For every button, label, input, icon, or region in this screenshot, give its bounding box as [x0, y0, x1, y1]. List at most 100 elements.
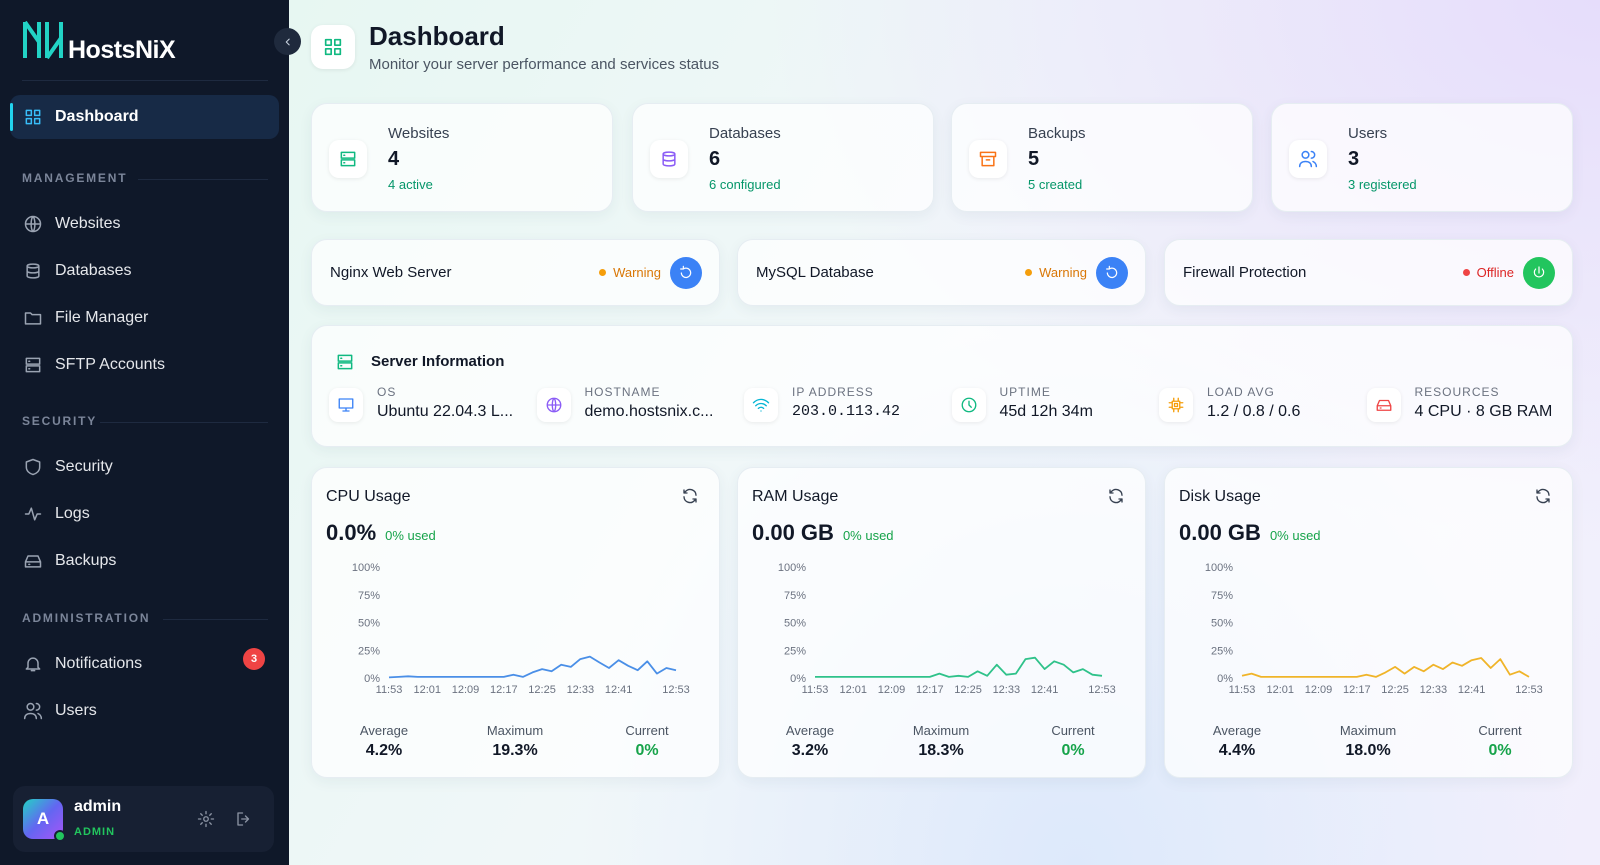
x-tick-label: 12:17 — [490, 684, 518, 696]
nav-item-active[interactable]: Dashboard — [10, 95, 279, 139]
summary-label: Maximum — [912, 723, 970, 738]
refresh-button[interactable] — [1534, 487, 1552, 510]
collapse-button[interactable] — [274, 28, 301, 55]
x-tick-label: 12:41 — [1458, 684, 1486, 696]
summary-label: Average — [1212, 723, 1262, 738]
nav-item[interactable]: Security — [10, 447, 279, 487]
icon-path — [197, 810, 215, 828]
info-value: 1.2 / 0.8 / 0.6 — [1207, 403, 1301, 420]
chart-card: CPU Usage 0.0% 0% used 0% 25% 50% 75% 100% 11:53… — [311, 467, 720, 778]
nav-label: Notifications — [55, 655, 143, 672]
stat-icon — [650, 140, 688, 178]
restart-button[interactable] — [1096, 257, 1128, 289]
info-value: Ubuntu 22.04.3 L... — [377, 403, 514, 420]
section-title: SECURITY — [22, 414, 98, 428]
info-icon — [329, 388, 363, 422]
y-tick-label: 50% — [1211, 618, 1233, 630]
icon — [680, 265, 692, 279]
stat-label: Users — [1348, 125, 1388, 142]
restart-button[interactable] — [670, 257, 702, 289]
icon-path — [680, 265, 692, 279]
x-tick-label: 12:09 — [878, 684, 906, 696]
icon — [237, 812, 250, 826]
y-tick-label: 75% — [358, 590, 380, 602]
settings-button[interactable] — [197, 810, 215, 833]
stat-icon — [329, 140, 367, 178]
info-icon — [536, 388, 571, 422]
service-status: Warning — [1025, 265, 1087, 280]
stat-value: 3 — [1348, 148, 1360, 170]
info-icon — [951, 388, 986, 422]
line — [388, 655, 677, 679]
icon-path — [961, 397, 976, 413]
stat-icon — [969, 140, 1007, 178]
summary-label: Current — [1051, 723, 1095, 738]
icon-path — [683, 488, 697, 504]
icon-path — [1106, 265, 1118, 279]
info-icon — [1366, 388, 1401, 422]
icon-path — [25, 657, 41, 672]
nav-item[interactable]: Databases — [10, 251, 279, 291]
nav-item[interactable]: SFTP Accounts — [10, 345, 279, 385]
icon-path — [25, 357, 41, 373]
icon — [961, 397, 976, 413]
status-dot — [1462, 269, 1470, 276]
icon-path — [1109, 488, 1123, 504]
nav-label: Dashboard — [55, 108, 139, 125]
summary-label: Current — [1478, 723, 1522, 738]
icon-path — [1533, 266, 1545, 278]
stat-label: Backups — [1028, 125, 1086, 142]
logout-button[interactable] — [235, 810, 253, 833]
icon-path — [546, 397, 561, 413]
info-label: UPTIME — [999, 385, 1051, 399]
refresh-button[interactable] — [1107, 487, 1125, 510]
summary-label: Average — [785, 723, 835, 738]
status-dot — [599, 269, 607, 276]
status-text: Warning — [1039, 265, 1087, 280]
refresh-button[interactable] — [681, 487, 699, 510]
server-info-title: Server Information — [371, 353, 505, 370]
stat-icon — [1289, 140, 1327, 178]
nav-item[interactable]: Websites — [10, 204, 279, 244]
section-rule — [138, 179, 268, 180]
section-rule — [100, 422, 268, 423]
summary-label: Maximum — [1339, 723, 1397, 738]
icon-path — [979, 151, 997, 167]
avatar: A — [23, 799, 63, 839]
y-tick-label: 50% — [358, 618, 380, 630]
icon-path — [25, 109, 41, 125]
service-name: MySQL Database — [756, 264, 874, 281]
summary-value: 19.3% — [492, 742, 538, 759]
icon-path — [285, 38, 290, 45]
power-button[interactable] — [1523, 257, 1555, 289]
y-tick-label: 25% — [358, 645, 380, 657]
main: Dashboard Monitor your server performance… — [289, 0, 1600, 865]
x-tick-label: 12:33 — [1420, 684, 1448, 696]
summary-value: 4.4% — [1218, 742, 1256, 759]
nav-item[interactable]: Logs — [10, 494, 279, 534]
nav-item[interactable]: Backups — [10, 541, 279, 581]
summary-label: Maximum — [486, 723, 544, 738]
y-tick-label: 0% — [364, 673, 380, 685]
active-indicator — [10, 103, 13, 131]
icon-path — [324, 38, 342, 56]
summary-value: 18.3% — [918, 742, 964, 759]
icon — [24, 215, 42, 233]
icon — [752, 398, 770, 412]
summary-value: 3.2% — [791, 742, 829, 759]
nav-item[interactable]: File Manager — [10, 298, 279, 338]
user-role: ADMIN — [74, 826, 116, 838]
nav-item[interactable]: Users — [10, 691, 279, 731]
icon — [24, 507, 42, 521]
icon-path — [23, 702, 43, 720]
stat-card: Users 3 3 registered — [1271, 103, 1573, 212]
icon-path — [24, 215, 42, 233]
y-tick-label: 25% — [784, 645, 806, 657]
nav-label: Users — [55, 702, 97, 719]
nav-item[interactable]: Notifications — [10, 644, 279, 684]
stat-card: Websites 4 4 active — [311, 103, 613, 212]
service-name: Firewall Protection — [1183, 264, 1307, 281]
x-tick-label: 11:53 — [1229, 684, 1256, 696]
brand-divider — [22, 80, 268, 81]
